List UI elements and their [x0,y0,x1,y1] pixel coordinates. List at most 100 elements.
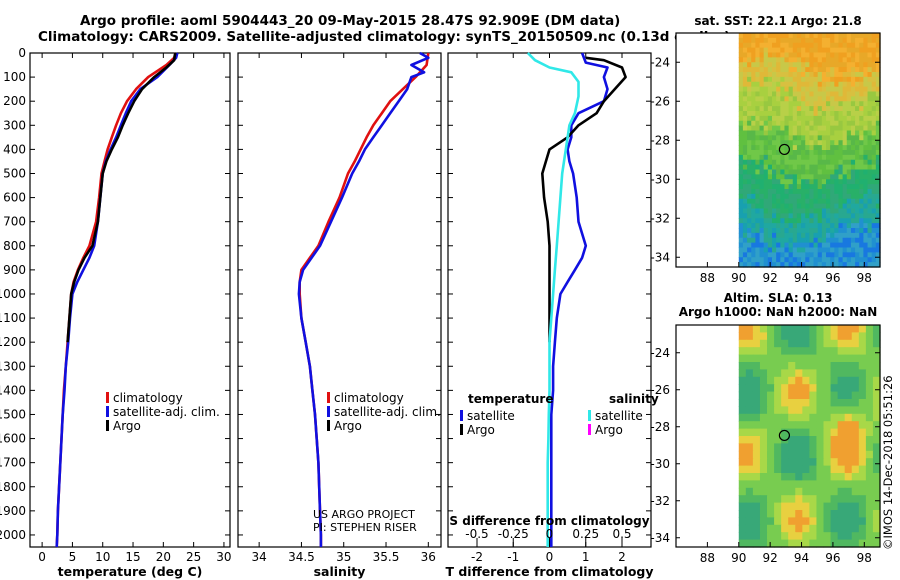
map-cell [830,130,835,136]
map-cell [871,120,877,127]
map-cell [747,257,752,263]
map-cell [759,179,765,185]
map-cell [875,247,881,253]
map-cell [781,354,789,363]
map-cell [809,72,815,78]
map-cell [850,242,856,249]
map-cell [855,140,860,146]
map-cell [850,57,856,63]
map-cell [830,332,839,341]
map-cell [774,532,782,541]
map-cell [752,487,761,496]
map-cell [842,169,848,175]
map-cell [755,242,761,249]
map-cell [821,33,827,39]
map-cell [738,465,747,474]
y-tick-label: 800 [3,239,26,253]
map-cell [830,480,839,489]
map-cell [776,57,781,63]
map-cell [821,67,827,73]
map-cell [850,135,856,141]
map-cell [830,242,835,249]
map-cell [788,101,794,107]
map-cell [867,76,873,83]
map-cell [816,458,825,467]
map-cell [780,257,786,263]
map-cell [850,262,856,268]
map-cell [774,539,782,548]
map-cell [830,159,835,166]
map-cell [830,125,835,132]
map-cell [851,502,860,511]
map-cell [784,125,790,132]
map-cell [738,130,744,136]
x-tick-label: 94 [794,271,809,285]
map-cell [867,228,873,234]
map-cell [842,140,848,146]
map-cell [809,232,815,239]
x-tick-label: 88 [700,271,715,285]
map-cell [780,120,786,127]
map-cell [774,391,782,400]
map-cell [851,524,860,533]
map-cell [752,325,761,333]
map-cell [795,436,803,444]
map-cell [738,164,744,171]
map-cell [767,174,773,180]
map-cell [842,223,848,229]
map-cell [781,532,789,541]
x-axis-label: salinity [314,564,366,579]
map-cell [738,391,747,400]
map-cell [795,510,803,518]
map-cell [792,150,798,156]
map-cell [776,237,781,244]
map-cell [759,252,765,258]
map-cell [844,332,853,341]
map-cell [844,347,853,356]
map-cell [747,247,752,253]
map-cell [834,101,840,107]
map-cell [844,502,853,511]
map-cell [747,140,752,146]
map-cell [821,198,827,205]
map-cell [742,37,748,44]
map-cell [846,203,852,210]
map-cell [738,252,744,258]
map-cell [846,237,852,244]
map-cell [759,174,765,180]
map-cell [751,111,756,117]
map-cell [830,33,835,39]
map-cell [745,325,754,333]
map-cell [742,262,748,268]
map-cell [796,262,802,268]
map-cell [858,399,867,407]
map-cell [801,179,806,185]
map-cell [809,347,818,356]
map-cell [780,169,786,175]
map-cell [738,443,747,452]
map-cell [738,96,744,102]
map-cell [788,218,794,224]
map-cell [795,384,803,393]
map-cell [875,154,881,161]
map-cell [826,198,831,205]
map-cell [846,198,852,205]
map-cell [850,228,856,234]
map-cell [742,125,748,132]
map-cell [863,218,869,224]
map-cell [821,62,827,68]
map-cell [859,145,864,151]
map-cell [871,252,877,258]
map-cell [821,125,827,132]
map-cell [805,193,810,200]
map-cell [801,203,806,210]
map-cell [738,111,744,117]
map-cell [742,228,748,234]
map-cell [844,391,853,400]
map-cell [834,247,840,253]
map-cell [781,473,789,481]
map-cell [817,174,823,180]
map-cell [747,96,752,102]
map-cell [763,252,769,258]
